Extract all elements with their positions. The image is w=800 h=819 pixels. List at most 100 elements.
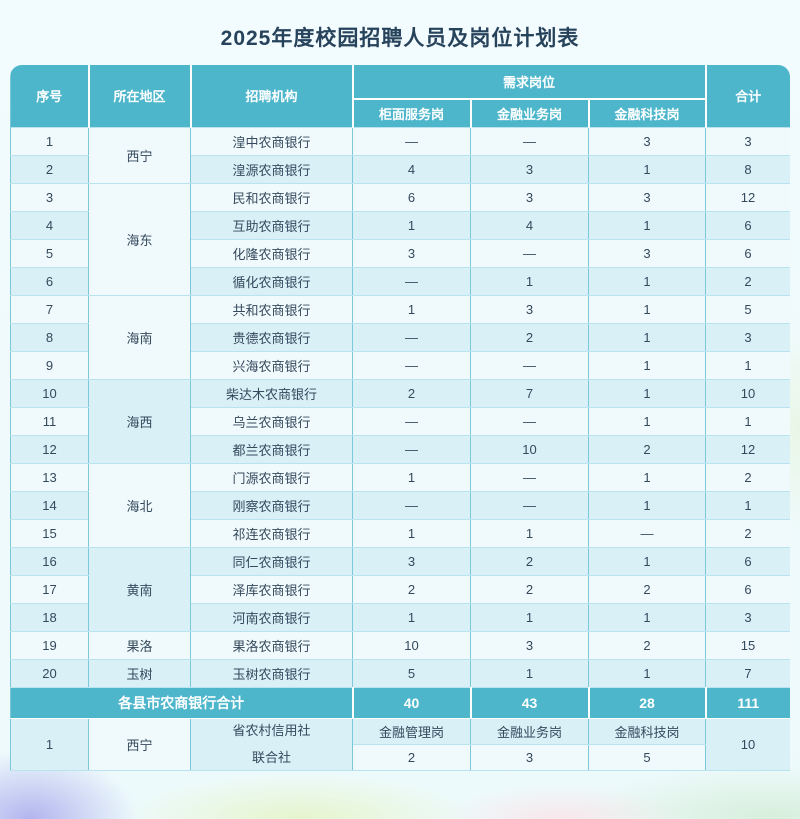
- demand-cell: 3: [587, 238, 707, 268]
- seq-cell: 13: [10, 462, 89, 492]
- extra-org-line2: 联合社: [251, 749, 291, 765]
- demand-cell: —: [470, 126, 589, 156]
- page-title: 2025年度校园招聘人员及岗位计划表: [220, 27, 580, 50]
- total-cell: 6: [705, 210, 790, 240]
- total-cell: 15: [705, 630, 790, 660]
- demand-cell: 1: [587, 602, 707, 632]
- seq-cell: 3: [10, 182, 89, 212]
- table-row: 1 西宁 湟中农商银行 — —3 3: [10, 126, 790, 184]
- table-row: 4 互助农商银行 1 4 1 6: [10, 210, 790, 240]
- demand-cell: 1: [470, 602, 589, 632]
- demand-cell: 6: [352, 182, 471, 212]
- table-row: 15 祁连农商银行 1 1—2: [10, 518, 790, 548]
- demand-cell: 1: [587, 266, 707, 296]
- demand-cell: —: [470, 406, 589, 436]
- table-row: 10 海西 柴达木农商银行 2 7 1 10: [10, 378, 790, 464]
- seq-cell: 2: [10, 154, 89, 184]
- total-cell: 2: [705, 518, 790, 548]
- demand-cell: 2: [587, 630, 707, 660]
- summary-row: 各县市农商银行合计 40 43 28 111: [10, 686, 790, 719]
- total-cell: 3: [705, 602, 790, 632]
- header-financial-business: 金融业务岗: [470, 99, 590, 127]
- extra-region-cell: 西宁: [88, 717, 191, 771]
- header-region: 所在地区: [88, 65, 192, 127]
- demand-cell: —: [352, 126, 471, 156]
- header-fintech: 金融科技岗: [588, 99, 707, 127]
- region-cell: 黄南: [88, 546, 191, 632]
- org-cell: 柴达木农商银行: [190, 378, 353, 408]
- demand-cell: —: [470, 350, 589, 380]
- demand-cell: —: [470, 238, 589, 268]
- table-row: 16 黄南 同仁农商银行 3 2 1 6: [10, 546, 790, 632]
- demand-cell: 2: [352, 378, 471, 408]
- demand-cell: 1: [587, 294, 707, 324]
- org-cell: 共和农商银行: [190, 294, 353, 324]
- seq-cell: 12: [10, 434, 89, 464]
- demand-cell: 7: [470, 378, 589, 408]
- total-cell: 1: [705, 490, 790, 520]
- seq-cell: 1: [10, 126, 89, 156]
- table-row: 20 玉树 玉树农商银行 5 1 1 7: [10, 658, 790, 688]
- demand-cell: 1: [470, 518, 589, 548]
- extra-org-line1: 省农村信用社: [232, 722, 311, 738]
- extra-value-fintech: 5: [587, 743, 707, 771]
- org-cell: 互助农商银行: [190, 210, 353, 240]
- demand-cell: 1: [587, 210, 707, 240]
- demand-cell: 3: [470, 154, 589, 184]
- total-cell: 5: [705, 294, 790, 324]
- demand-cell: —: [352, 350, 471, 380]
- demand-cell: 1: [470, 658, 589, 688]
- total-cell: 8: [705, 154, 790, 184]
- recruitment-plan-table: 序号 所在地区 招聘机构 需求岗位 合计 柜面服务岗 金融业务岗 金融科技岗 1…: [10, 65, 790, 771]
- total-cell: 7: [705, 658, 790, 688]
- demand-cell: 1: [587, 546, 707, 576]
- org-cell: 循化农商银行: [190, 266, 353, 296]
- demand-cell: 1: [587, 406, 707, 436]
- demand-cell: —: [352, 490, 471, 520]
- demand-cell: 1: [470, 266, 589, 296]
- extra-seq-cell: 1: [10, 717, 89, 771]
- total-cell: 1: [705, 406, 790, 436]
- table-row: 5 化隆农商银行 3—3 6: [10, 238, 790, 268]
- demand-cell: —: [352, 406, 471, 436]
- region-cell: 果洛: [88, 630, 191, 660]
- seq-cell: 14: [10, 490, 89, 520]
- seq-cell: 4: [10, 210, 89, 240]
- summary-counter-total: 40: [351, 686, 472, 719]
- org-cell: 玉树农商银行: [190, 658, 353, 688]
- seq-cell: 16: [10, 546, 89, 576]
- table-row: 6 循化农商银行 —1 1 2: [10, 266, 790, 296]
- demand-cell: 10: [470, 434, 589, 464]
- extra-label-fintech: 金融科技岗: [587, 717, 707, 745]
- extra-label-management: 金融管理岗: [352, 717, 471, 745]
- extra-org-cell: 省农村信用社 联合社: [190, 717, 353, 771]
- summary-grand-total: 111: [704, 686, 790, 719]
- demand-cell: 2: [587, 574, 707, 604]
- org-cell: 祁连农商银行: [190, 518, 353, 548]
- demand-cell: —: [470, 490, 589, 520]
- org-cell: 都兰农商银行: [190, 434, 353, 464]
- region-cell: 西宁: [88, 126, 191, 184]
- seq-cell: 8: [10, 322, 89, 352]
- seq-cell: 19: [10, 630, 89, 660]
- org-cell: 贵德农商银行: [190, 322, 353, 352]
- org-cell: 湟源农商银行: [190, 154, 353, 184]
- demand-cell: 1: [587, 322, 707, 352]
- table-row: 13 海北 门源农商银行 1—1 2: [10, 462, 790, 548]
- total-cell: 3: [705, 322, 790, 352]
- total-cell: 12: [705, 182, 790, 212]
- demand-cell: 1: [587, 378, 707, 408]
- demand-cell: 3: [352, 546, 471, 576]
- extra-total-cell: 10: [705, 717, 790, 771]
- total-cell: 1: [705, 350, 790, 380]
- seq-cell: 20: [10, 658, 89, 688]
- demand-cell: 1: [587, 462, 707, 492]
- total-cell: 6: [705, 546, 790, 576]
- demand-cell: 1: [587, 350, 707, 380]
- org-cell: 兴海农商银行: [190, 350, 353, 380]
- seq-cell: 5: [10, 238, 89, 268]
- table-row: 9 兴海农商银行 — —1 1: [10, 350, 790, 380]
- total-cell: 6: [705, 574, 790, 604]
- header-seq: 序号: [10, 65, 90, 127]
- table-row: 14 刚察农商银行 — —1 1: [10, 490, 790, 520]
